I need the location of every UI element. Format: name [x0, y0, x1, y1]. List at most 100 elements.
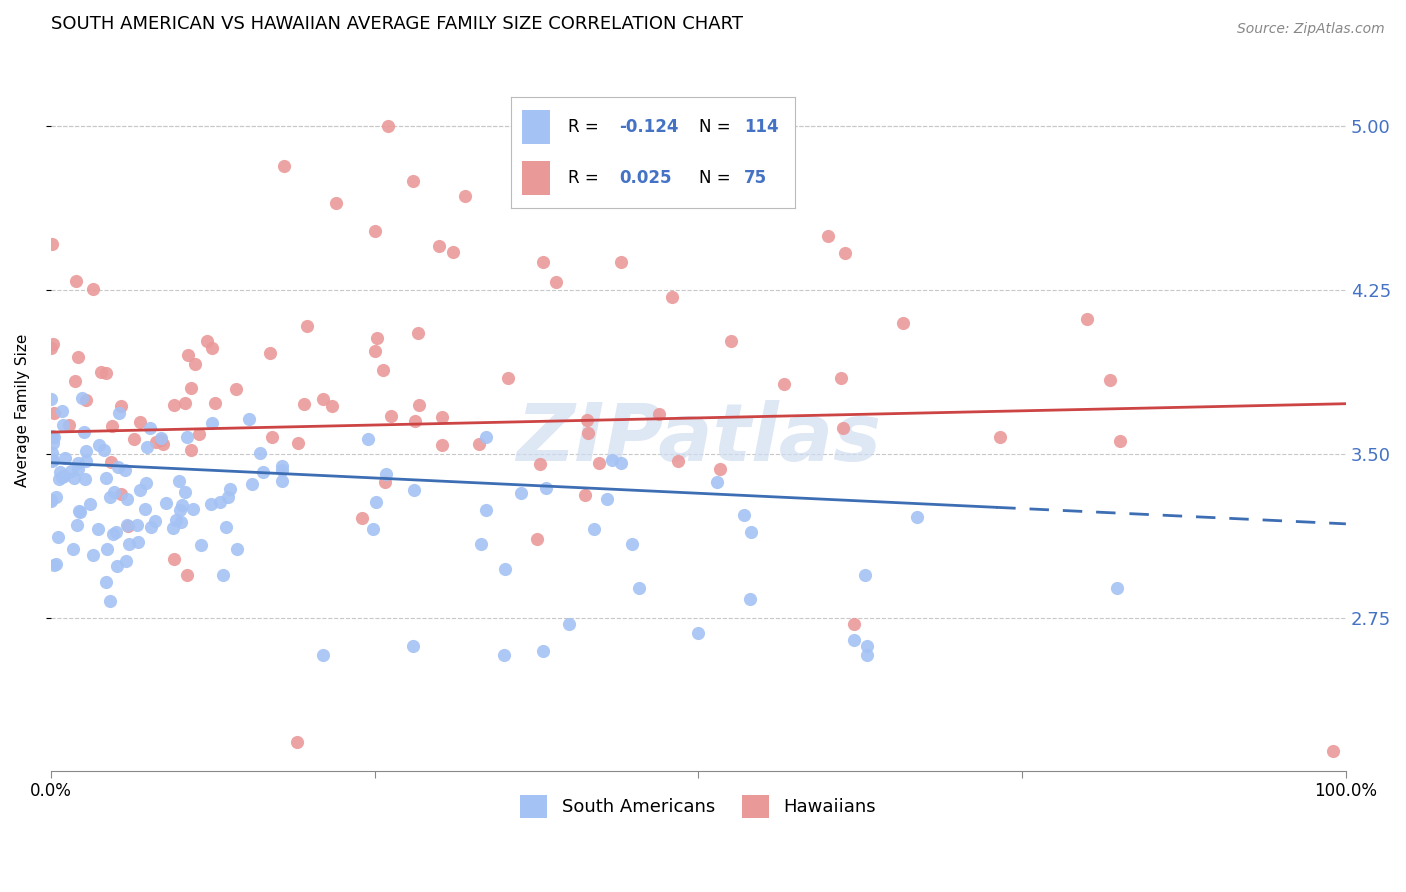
- Point: [139, 420, 162, 434]
- Point: [96, 471, 118, 485]
- Point: [988, 430, 1011, 444]
- Point: [180, 442, 202, 457]
- Point: [596, 491, 619, 506]
- Point: [325, 195, 347, 210]
- Point: [688, 626, 710, 640]
- Point: [773, 377, 796, 392]
- Point: [162, 398, 184, 412]
- Point: [200, 497, 222, 511]
- Point: [905, 510, 928, 524]
- Point: [66, 456, 89, 470]
- Point: [42, 435, 65, 450]
- Point: [740, 524, 762, 539]
- Point: [375, 467, 398, 482]
- Point: [72, 392, 94, 406]
- Point: [152, 437, 174, 451]
- Point: [430, 409, 453, 424]
- Point: [75, 392, 97, 407]
- Point: [62, 471, 84, 485]
- Point: [285, 735, 308, 749]
- Point: [149, 433, 172, 447]
- Point: [271, 474, 294, 488]
- Point: [155, 496, 177, 510]
- Point: [427, 239, 450, 253]
- Point: [129, 415, 152, 429]
- Point: [260, 430, 283, 444]
- Point: [187, 426, 209, 441]
- Point: [363, 224, 385, 238]
- Point: [104, 525, 127, 540]
- Point: [100, 454, 122, 468]
- Point: [1076, 311, 1098, 326]
- Point: [610, 456, 633, 470]
- Point: [204, 395, 226, 409]
- Point: [621, 537, 644, 551]
- Point: [834, 246, 856, 260]
- Point: [609, 254, 631, 268]
- Point: [190, 538, 212, 552]
- Y-axis label: Average Family Size: Average Family Size: [15, 334, 30, 487]
- Point: [128, 483, 150, 497]
- Point: [173, 396, 195, 410]
- Point: [41, 454, 63, 468]
- Point: [238, 412, 260, 426]
- Point: [494, 561, 516, 575]
- Point: [1109, 434, 1132, 449]
- Point: [475, 503, 498, 517]
- Point: [101, 418, 124, 433]
- Point: [249, 446, 271, 460]
- Point: [575, 413, 598, 427]
- Point: [529, 457, 551, 471]
- Point: [287, 436, 309, 450]
- Point: [270, 458, 292, 473]
- Point: [87, 522, 110, 536]
- Point: [468, 436, 491, 450]
- Point: [402, 639, 425, 653]
- Point: [853, 568, 876, 582]
- Point: [1098, 373, 1121, 387]
- Point: [103, 485, 125, 500]
- Point: [226, 542, 249, 557]
- Point: [42, 452, 65, 467]
- Point: [46, 530, 69, 544]
- Point: [402, 174, 425, 188]
- Point: [364, 343, 387, 358]
- Point: [115, 554, 138, 568]
- Point: [73, 472, 96, 486]
- Point: [259, 345, 281, 359]
- Point: [139, 519, 162, 533]
- Point: [63, 374, 86, 388]
- Point: [1105, 581, 1128, 595]
- Point: [90, 365, 112, 379]
- Point: [627, 581, 650, 595]
- Point: [67, 350, 90, 364]
- Point: [706, 475, 728, 489]
- Point: [404, 414, 426, 428]
- Point: [149, 431, 172, 445]
- Point: [117, 519, 139, 533]
- Point: [494, 648, 516, 662]
- Point: [41, 236, 63, 251]
- Point: [312, 648, 335, 662]
- Point: [371, 363, 394, 377]
- Point: [321, 399, 343, 413]
- Point: [402, 483, 425, 497]
- Point: [48, 465, 70, 479]
- Point: [531, 643, 554, 657]
- Point: [66, 517, 89, 532]
- Point: [470, 537, 492, 551]
- Point: [115, 517, 138, 532]
- Point: [67, 504, 90, 518]
- Point: [89, 438, 111, 452]
- Point: [361, 522, 384, 536]
- Point: [145, 434, 167, 449]
- Point: [162, 521, 184, 535]
- Point: [174, 485, 197, 500]
- Point: [51, 469, 73, 483]
- Point: [312, 392, 335, 406]
- Point: [41, 429, 63, 443]
- Text: Source: ZipAtlas.com: Source: ZipAtlas.com: [1237, 22, 1385, 37]
- Point: [408, 398, 430, 412]
- Point: [374, 475, 396, 489]
- Point: [364, 495, 387, 509]
